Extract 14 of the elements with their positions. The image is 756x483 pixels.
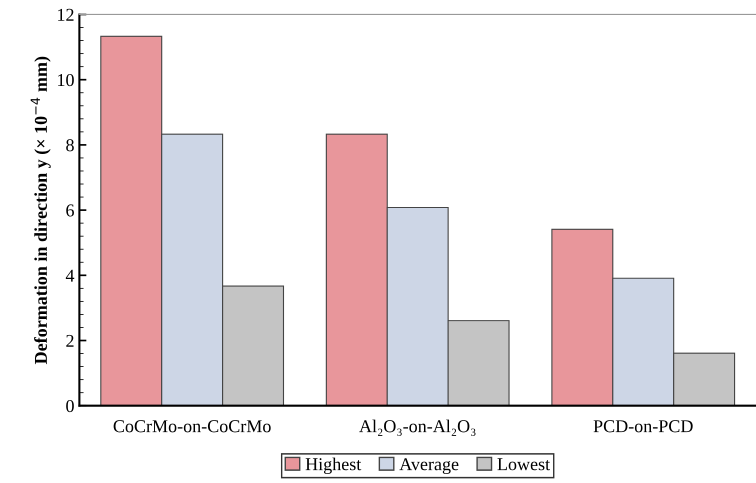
y-tick-label: 12 [58, 8, 74, 21]
y-tick-label: 0 [66, 400, 74, 412]
x-tick-label: Al₂O₃-on-Al₂O₃ [359, 420, 476, 436]
x-tick-label: PCD-on-PCD [594, 420, 693, 432]
y-tick-label: 6 [66, 204, 74, 217]
x-tick-label: CoCrMo-on-CoCrMo [114, 420, 271, 432]
y-axis-title: Deformation in direction y (× 10$^{−4}$ mm) [30, 56, 51, 364]
y-tick-label: 8 [66, 139, 74, 152]
y-tick-label: 4 [66, 270, 74, 282]
legend-label: Highest [306, 458, 362, 474]
y-tick-label: 2 [66, 334, 74, 347]
legend-label: Average [399, 458, 458, 474]
y-tick-label: 10 [58, 74, 74, 86]
legend-label: Lowest [497, 458, 550, 470]
